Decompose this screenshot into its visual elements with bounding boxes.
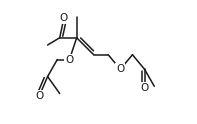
Text: O: O: [140, 83, 149, 93]
Text: O: O: [116, 64, 125, 74]
Text: O: O: [65, 55, 73, 65]
Text: O: O: [36, 91, 44, 101]
Text: O: O: [60, 13, 68, 23]
